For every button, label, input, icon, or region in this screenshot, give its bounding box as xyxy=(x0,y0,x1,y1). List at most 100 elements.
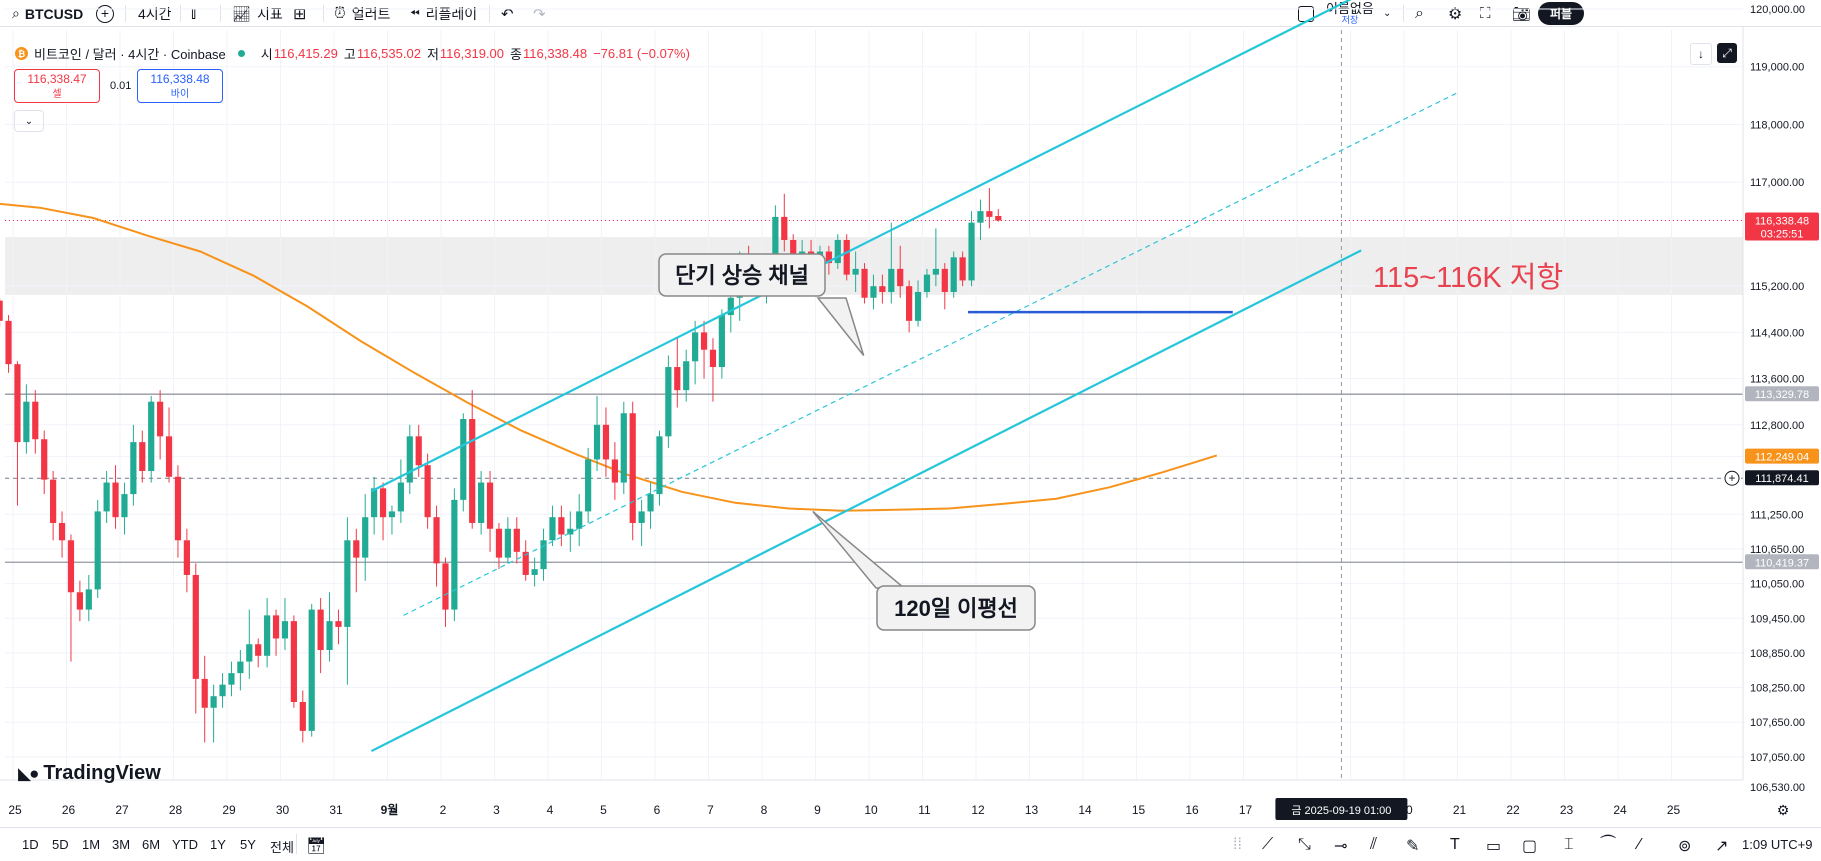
alert-button[interactable]: ⏰︎ 얼러트 xyxy=(334,0,390,27)
candle xyxy=(121,482,128,535)
candle xyxy=(317,598,324,674)
candle-body xyxy=(629,413,636,523)
fullscreen-button[interactable]: ⛶ xyxy=(1480,0,1491,27)
candle-body xyxy=(504,528,511,558)
time-tick-label: 31 xyxy=(329,803,343,817)
add-alert-circle xyxy=(1724,470,1740,486)
replay-button[interactable]: ⏪︎ 리플레이 xyxy=(410,0,477,27)
scroll-to-realtime-button[interactable]: ↓ xyxy=(1690,43,1712,65)
screenshot-button[interactable]: 📷︎ xyxy=(1512,0,1531,27)
candle-body xyxy=(290,621,297,702)
candle-body xyxy=(558,517,565,535)
range-button[interactable]: 1D xyxy=(22,837,39,852)
candle xyxy=(379,482,387,541)
candle-body xyxy=(567,528,574,535)
sell-label: 셀 xyxy=(52,89,62,100)
interval-label: 4시간 xyxy=(138,5,172,22)
interval-button[interactable]: 4시간 xyxy=(138,0,172,27)
candle xyxy=(941,263,948,310)
comment-icon[interactable]: ▭ xyxy=(1486,838,1502,855)
candle xyxy=(718,309,725,379)
brush-icon[interactable]: ✎ xyxy=(1406,838,1420,855)
templates-button[interactable]: ⊞ xyxy=(293,0,306,27)
price-label-bg xyxy=(1745,554,1819,570)
redo-button[interactable]: ↷ xyxy=(533,0,546,27)
rectangle-icon[interactable]: ▢ xyxy=(1522,838,1538,855)
time-tick-label: 21 xyxy=(1453,803,1467,817)
target-icon[interactable]: ⊚ xyxy=(1678,838,1692,855)
candle-body xyxy=(41,439,48,480)
drag-handle-icon[interactable]: ⁞⁞ xyxy=(1233,836,1242,853)
undo-button[interactable]: ↶ xyxy=(501,0,514,27)
date-range-icon[interactable]: 📅︎ xyxy=(306,838,327,855)
measure-icon[interactable]: ⌶ xyxy=(1564,836,1574,853)
spread-value: 0.01 xyxy=(110,80,132,92)
range-button[interactable]: 3M xyxy=(112,837,131,852)
eyedropper-icon[interactable]: ⁄ xyxy=(1638,836,1641,853)
price-chart[interactable]: 115~116K 저항 단기 상승 채널 120일 이평선 120,000.00 11… xyxy=(0,0,1821,827)
range-button[interactable]: 6M xyxy=(142,837,161,852)
text-icon[interactable]: T xyxy=(1450,836,1460,853)
candle-body xyxy=(906,286,913,321)
ray-icon[interactable]: ⤡ xyxy=(1298,836,1311,853)
settings-button[interactable]: ⚙︎ xyxy=(1448,0,1462,27)
range-button[interactable]: YTD xyxy=(172,837,198,852)
top-toolbar: ⌕ BTCUSD + 4시간 ⫾ 📈︎ 지표 ⊞ ⏰︎ 얼러트 ⏪︎ 리플레이 … xyxy=(0,0,1821,27)
tradingview-logo[interactable]: ◣● TradingView xyxy=(18,762,161,785)
candle xyxy=(888,222,895,304)
range-button[interactable]: 전체 xyxy=(270,840,294,855)
horizontal-line-icon[interactable]: ⊸ xyxy=(1334,838,1348,855)
trend-line-icon[interactable]: ⟋ xyxy=(1262,836,1274,853)
pattern-icon[interactable]: ⏜ xyxy=(1600,836,1616,853)
range-button[interactable]: 5Y xyxy=(240,837,256,852)
candle xyxy=(781,193,788,252)
compare-button[interactable]: + xyxy=(96,0,114,27)
symbol-search[interactable]: ⌕ BTCUSD xyxy=(12,0,83,27)
candle-body xyxy=(585,459,592,512)
layout-menu-button[interactable]: ⌄ xyxy=(1383,0,1391,27)
candle-body xyxy=(23,401,30,443)
bottom-toolbar: 1D 5D 1M 3M 6M YTD 1Y 5Y 전체 📅︎ ⁞⁞ ⟋ ⤡ ⊸ ⫽ ✎ T ▭ … xyxy=(0,827,1821,861)
candle-body xyxy=(995,216,1002,221)
indicators-button[interactable]: 📈︎ 지표 xyxy=(232,0,283,27)
candle-body xyxy=(914,291,922,321)
quick-search-button[interactable]: ⌕ xyxy=(1415,0,1424,27)
candle-body xyxy=(67,540,75,593)
candle xyxy=(406,424,413,495)
candle xyxy=(103,470,110,523)
time-tick-label: 25 xyxy=(1667,803,1681,817)
annotation-callout: 단기 상승 채널 xyxy=(658,253,865,356)
chart-type-button[interactable]: ⫾ xyxy=(191,0,196,27)
candle-body xyxy=(308,609,315,731)
drawings: 115~116K 저항 단기 상승 채널 120일 이평선 xyxy=(370,0,1563,753)
candle-body xyxy=(192,574,199,679)
legend-collapse-button[interactable]: ⌄ xyxy=(14,110,44,132)
price-label: 110,419.37 xyxy=(1745,554,1819,570)
resistance-zone-label: 115~116K 저항 xyxy=(1373,262,1563,294)
arrow-icon[interactable]: ↗ xyxy=(1715,838,1729,855)
range-button[interactable]: 1Y xyxy=(210,837,226,852)
candle-body xyxy=(879,286,886,292)
candle xyxy=(344,517,351,685)
timezone-label[interactable]: 1:09 UTC+9 xyxy=(1742,837,1813,852)
publish-button[interactable]: 퍼블 xyxy=(1538,0,1585,27)
range-button[interactable]: 5D xyxy=(52,837,69,852)
candle xyxy=(219,673,226,708)
auto-scale-button[interactable]: ⤢ xyxy=(1717,43,1737,63)
candle xyxy=(362,494,369,581)
time-tick-label: 23 xyxy=(1560,803,1574,817)
buy-button[interactable]: 116,338.48 바이 xyxy=(137,69,223,103)
candle xyxy=(923,268,931,298)
range-button[interactable]: 1M xyxy=(82,837,101,852)
candle xyxy=(41,430,48,495)
candle xyxy=(165,407,173,483)
sell-button[interactable]: 116,338.47 셀 xyxy=(14,69,100,103)
price-tick-label: 120,000.00 xyxy=(1750,4,1805,16)
candle-body xyxy=(451,499,458,610)
candle-body xyxy=(317,609,324,651)
symbol-title[interactable]: 비트코인 / 달러 · 4시간 · Coinbase xyxy=(34,47,226,62)
parallel-channel-icon[interactable]: ⫽ xyxy=(1370,836,1378,853)
price-tick-label: 106,530.00 xyxy=(1750,782,1805,794)
candle-body xyxy=(5,320,12,365)
candle-body xyxy=(968,222,975,281)
